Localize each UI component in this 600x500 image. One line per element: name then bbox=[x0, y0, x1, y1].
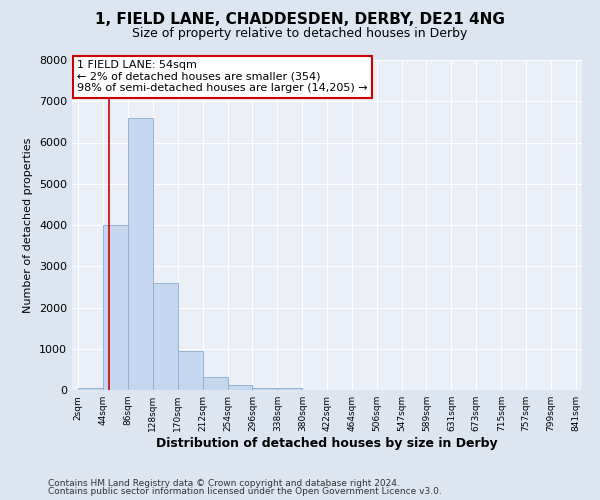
Bar bbox=[78, 388, 103, 390]
Bar bbox=[128, 118, 153, 390]
Text: Contains public sector information licensed under the Open Government Licence v3: Contains public sector information licen… bbox=[48, 487, 442, 496]
Text: 1, FIELD LANE, CHADDESDEN, DERBY, DE21 4NG: 1, FIELD LANE, CHADDESDEN, DERBY, DE21 4… bbox=[95, 12, 505, 28]
Bar bbox=[178, 351, 203, 390]
Bar bbox=[277, 388, 302, 390]
Bar bbox=[203, 377, 227, 390]
X-axis label: Distribution of detached houses by size in Derby: Distribution of detached houses by size … bbox=[156, 437, 498, 450]
Bar bbox=[227, 384, 253, 390]
Bar bbox=[153, 283, 178, 390]
Y-axis label: Number of detached properties: Number of detached properties bbox=[23, 138, 34, 312]
Text: 1 FIELD LANE: 54sqm
← 2% of detached houses are smaller (354)
98% of semi-detach: 1 FIELD LANE: 54sqm ← 2% of detached hou… bbox=[77, 60, 368, 93]
Bar bbox=[103, 225, 128, 390]
Text: Size of property relative to detached houses in Derby: Size of property relative to detached ho… bbox=[133, 26, 467, 40]
Bar bbox=[253, 388, 277, 390]
Text: Contains HM Land Registry data © Crown copyright and database right 2024.: Contains HM Land Registry data © Crown c… bbox=[48, 478, 400, 488]
